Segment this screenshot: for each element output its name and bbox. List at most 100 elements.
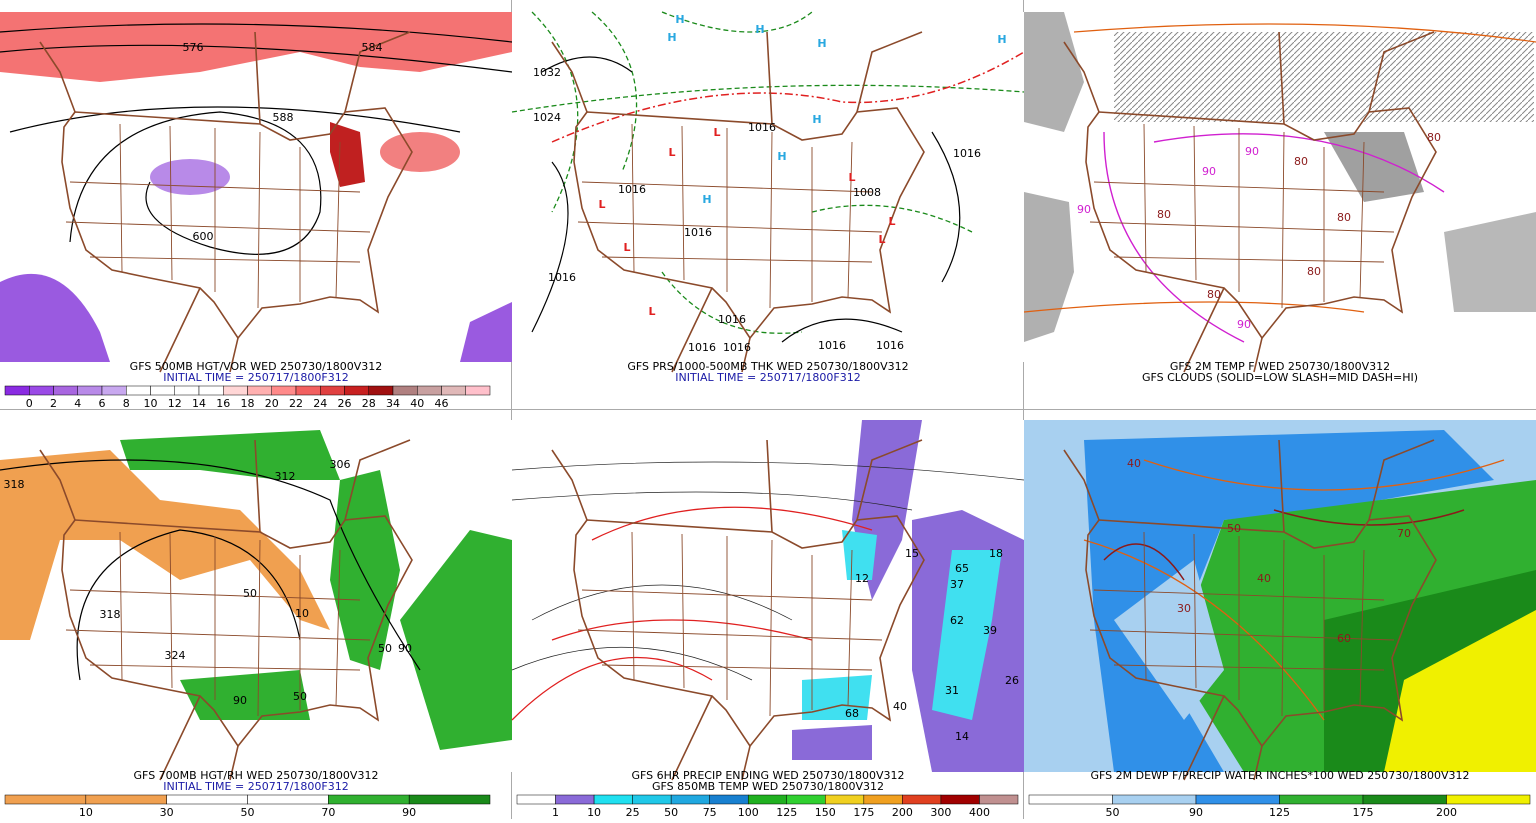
map-label: 62	[950, 614, 964, 627]
colorbar-label: 24	[313, 397, 327, 410]
map-label: L	[623, 241, 630, 254]
colorbar-swatch	[863, 794, 903, 805]
colorbar-label: 12	[168, 397, 182, 410]
map-label: 68	[845, 707, 859, 720]
colorbar-swatch	[1279, 794, 1364, 805]
map-label: 14	[955, 730, 969, 743]
map-label: 80	[1307, 265, 1321, 278]
colorbar-swatch	[328, 794, 410, 805]
map-label: 40	[1257, 572, 1271, 585]
map-label: 30	[1177, 602, 1191, 615]
colorbar-swatch	[101, 385, 127, 396]
caption: INITIAL TIME = 250717/1800F312	[163, 371, 348, 384]
colorbar-swatch	[77, 385, 103, 396]
map-label: 10	[295, 607, 309, 620]
colorbar-label: 300	[930, 806, 951, 819]
map-precip	[511, 420, 1025, 781]
colorbar-label: 30	[160, 806, 174, 819]
colorbar-swatch	[295, 385, 321, 396]
map-label: 1016	[723, 341, 751, 354]
map-label: 1016	[684, 226, 712, 239]
colorbar-label: 50	[664, 806, 678, 819]
colorbar-label: 22	[289, 397, 303, 410]
map-label: L	[713, 126, 720, 139]
colorbar-label: 8	[123, 397, 130, 410]
colorbar-swatch	[632, 794, 672, 805]
colorbar-swatch	[392, 385, 418, 396]
colorbar-swatch	[198, 385, 224, 396]
colorbar-swatch	[85, 794, 167, 805]
map-label: 90	[1202, 165, 1216, 178]
colorbar-label: 10	[79, 806, 93, 819]
colorbar-label: 25	[626, 806, 640, 819]
colorbar-swatch	[516, 794, 556, 805]
map-humidity	[0, 420, 512, 781]
colorbar-label: 14	[192, 397, 206, 410]
map-label: 70	[1397, 527, 1411, 540]
colorbar-label: 100	[738, 806, 759, 819]
map-label: 1016	[818, 339, 846, 352]
map-label: 1032	[533, 66, 561, 79]
map-label: 318	[4, 478, 25, 491]
panel: 318 312 306 324 318 50 50 90 90 10 50 GFS 700MB HGT…	[4, 458, 491, 819]
map-label: 26	[1005, 674, 1019, 687]
colorbar-label: 90	[1189, 806, 1203, 819]
map-label: 1016	[718, 313, 746, 326]
map-label: 80	[1207, 288, 1221, 301]
map-temperature	[1023, 12, 1536, 373]
map-label: 1016	[876, 339, 904, 352]
colorbar-label: 1	[552, 806, 559, 819]
colorbar-label: 20	[265, 397, 279, 410]
map-label: 318	[100, 608, 121, 621]
caption: GFS 500MB HGT/VOR WED 250730/1800V312	[130, 360, 383, 373]
map-label: 65	[955, 562, 969, 575]
map-label: 50	[378, 642, 392, 655]
colorbar-label: 50	[1106, 806, 1120, 819]
colorbar-label: 46	[435, 397, 449, 410]
map-label: 90	[1077, 203, 1091, 216]
panel: 576 584 588 600 GFS 500MB HGT/VOR WED 250730…	[4, 41, 491, 410]
colorbar-swatch	[1362, 794, 1447, 805]
colorbar-swatch	[417, 385, 442, 396]
colorbar-swatch	[223, 385, 248, 396]
caption: GFS CLOUDS (SOLID=LOW SLASH=MID DASH=HI)	[1142, 371, 1418, 384]
caption: GFS 6HR PRECIP ENDING WED 250730/1800V31…	[632, 769, 905, 782]
map-dewpoint	[1024, 420, 1536, 781]
colorbar-label: 10	[144, 397, 158, 410]
colorbar-swatch	[940, 794, 980, 805]
map-label: L	[888, 215, 895, 228]
map-label: H	[755, 23, 764, 36]
colorbar-label: 0	[26, 397, 33, 410]
colorbar-swatch	[271, 385, 297, 396]
panel: 12 15 18 65 37 62 39 26 31 14 68 40 GFS 6HR PRECIP E…	[516, 547, 1019, 819]
colorbar-label: 18	[241, 397, 255, 410]
colorbar-label: 175	[1353, 806, 1374, 819]
map-label: 306	[330, 458, 351, 471]
colorbar-swatch	[555, 794, 595, 805]
map-label: 40	[893, 700, 907, 713]
colorbar-label: 6	[99, 397, 106, 410]
colorbar-swatch	[4, 794, 87, 805]
colorbar-label: 75	[703, 806, 717, 819]
colorbar-label: 150	[815, 806, 836, 819]
colorbar-swatch	[126, 385, 151, 396]
colorbar-swatch	[53, 385, 78, 396]
map-label: 15	[905, 547, 919, 560]
colorbar-swatch	[1028, 794, 1113, 805]
colorbar-swatch	[441, 385, 466, 396]
colorbar-swatch	[247, 794, 329, 805]
map-label: 50	[1227, 522, 1241, 535]
colorbar-swatch	[825, 794, 865, 805]
map-label: 80	[1427, 131, 1441, 144]
map-label: 588	[273, 111, 294, 124]
colorbar-label: 10	[587, 806, 601, 819]
colorbar-swatch	[902, 794, 942, 805]
map-label: 1016	[748, 121, 776, 134]
caption: INITIAL TIME = 250717/1800F312	[163, 780, 348, 793]
colorbar-swatch	[786, 794, 826, 805]
colorbar-swatch	[408, 794, 491, 805]
map-label: 1016	[548, 271, 576, 284]
map-label: 50	[243, 587, 257, 600]
colorbar-swatch	[320, 385, 345, 396]
map-label: 90	[233, 694, 247, 707]
